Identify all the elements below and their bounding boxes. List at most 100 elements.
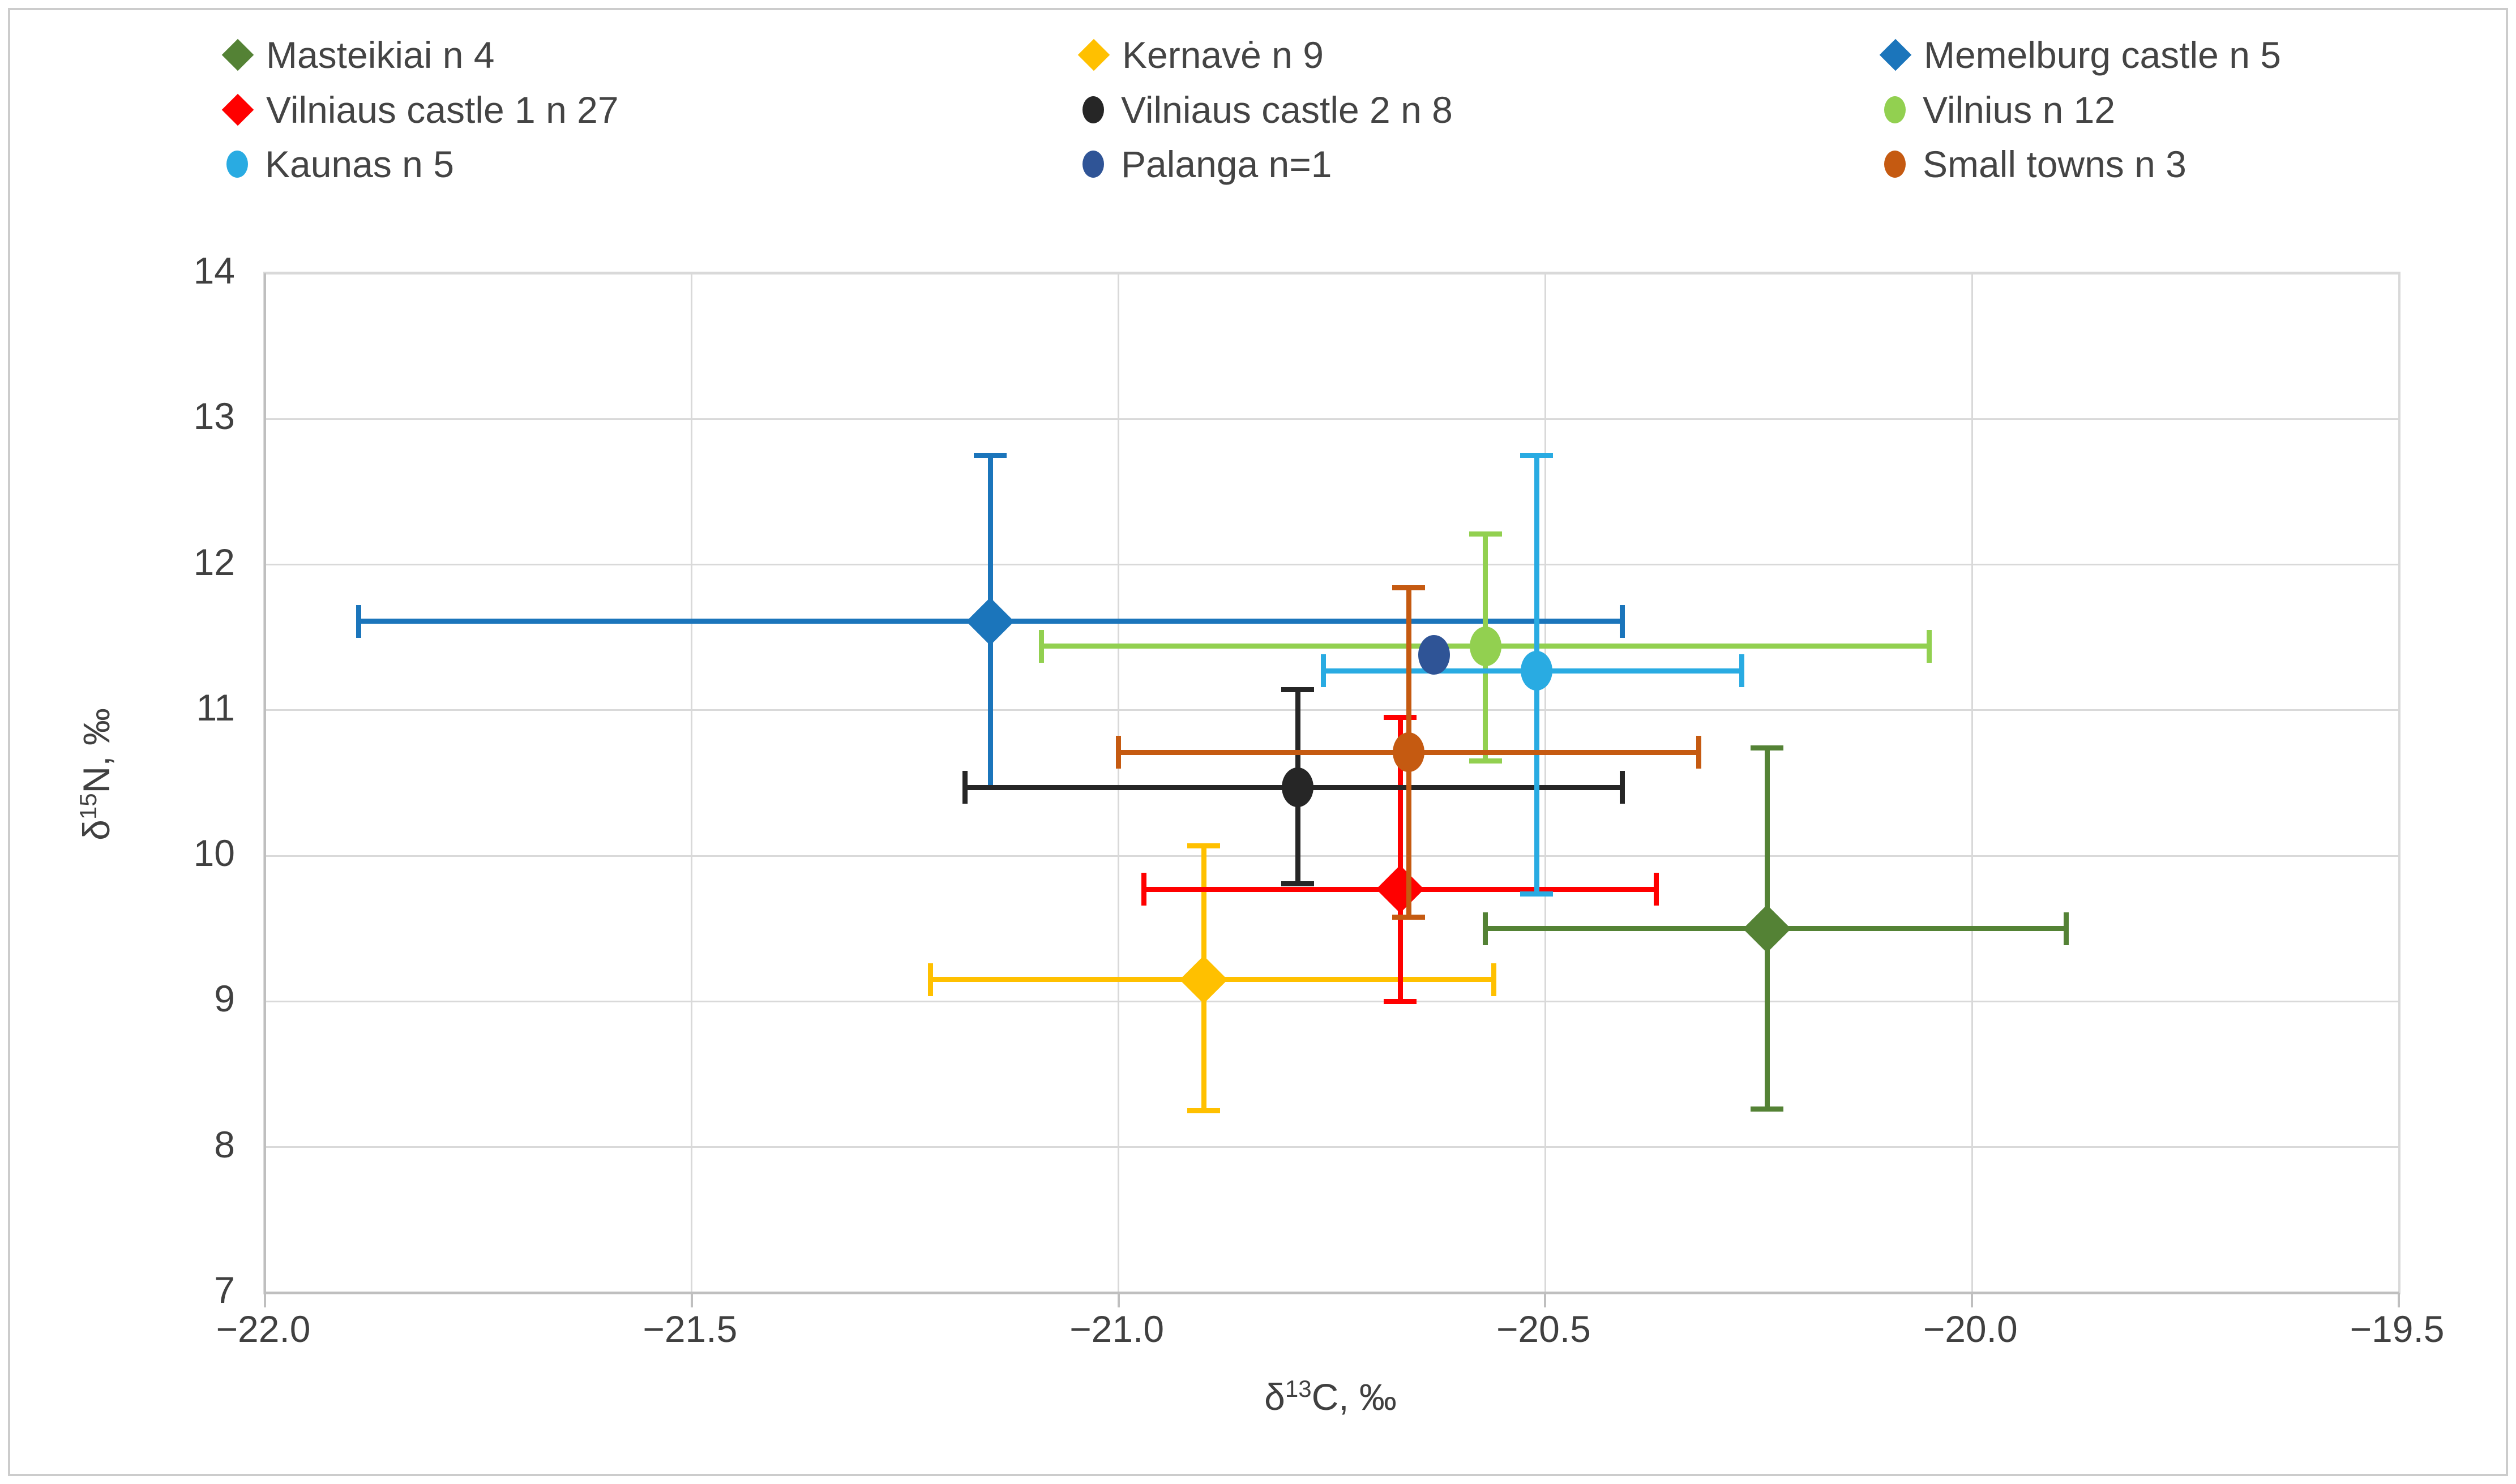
x-error-cap [1483, 912, 1488, 945]
x-axis-title-sup: 13 [1285, 1375, 1312, 1402]
legend-item-kernav-n-9: Kernavė n 9 [1077, 32, 1324, 78]
x-error-cap [2063, 912, 2069, 945]
data-point-circle [1521, 651, 1553, 691]
x-tick-label: −22.0 [216, 1308, 311, 1350]
legend-label: Kernavė n 9 [1122, 34, 1324, 76]
x-tick-label: −19.5 [2350, 1308, 2445, 1350]
x-error-cap [1619, 604, 1625, 638]
x-axis-line [265, 1292, 2399, 1294]
x-error-cap [1653, 873, 1659, 906]
x-error-cap [1039, 629, 1045, 663]
legend-item-vilnius-n-12: Vilnius n 12 [1884, 87, 2115, 132]
legend-label: Vilniaus castle 1 n 27 [266, 89, 619, 131]
y-axis-title: δ15N, ‰ [75, 604, 118, 944]
legend-label: Vilnius n 12 [1923, 89, 2116, 131]
legend-marker-diamond [221, 38, 254, 71]
series-kernav-n-9 [265, 273, 2399, 1293]
y-error-cap [1751, 1106, 1784, 1112]
x-error-cap [1927, 629, 1932, 663]
legend-label: Memelburg castle n 5 [1924, 34, 2281, 76]
data-point-circle [1393, 732, 1425, 773]
series-masteikiai-n-4 [265, 273, 2399, 1293]
x-tick-label: −21.0 [1069, 1308, 1165, 1350]
x-error-cap [1619, 771, 1625, 804]
x-axis-tick [1971, 1293, 1974, 1307]
y-axis-title-sup: 15 [75, 793, 101, 820]
gridline-horizontal [265, 564, 2399, 566]
y-error-cap [974, 453, 1007, 458]
gridline-horizontal [265, 1146, 2399, 1148]
legend-marker-circle [1082, 96, 1104, 123]
legend-marker-diamond [1879, 38, 1912, 71]
x-error-cap [1141, 873, 1147, 906]
x-axis-tick [1117, 1293, 1120, 1307]
y-axis-line [264, 273, 266, 1293]
y-tick-label: 7 [214, 1269, 235, 1311]
y-tick-label: 13 [193, 395, 235, 438]
gridline-vertical [2398, 273, 2400, 1293]
legend-marker-circle [1884, 96, 1906, 123]
x-axis-tick [2398, 1293, 2400, 1307]
x-tick-label: −20.0 [1923, 1308, 2018, 1350]
gridline-vertical [1118, 273, 1120, 1293]
legend-item-vilniaus-castle-1-n-27: Vilniaus castle 1 n 27 [221, 87, 619, 132]
legend-item-vilniaus-castle-2-n-8: Vilniaus castle 2 n 8 [1082, 87, 1453, 132]
y-tick-label: 10 [193, 832, 235, 874]
y-tick-label: 11 [196, 686, 235, 728]
figure-border [8, 8, 2508, 1476]
y-error-cap [1469, 531, 1502, 537]
legend-label: Small towns n 3 [1923, 143, 2186, 185]
y-error-bar [1397, 717, 1403, 1002]
legend-item-masteikiai-n-4: Masteikiai n 4 [221, 32, 495, 78]
x-axis-tick [264, 1293, 266, 1307]
series-vilniaus-castle-1-n-27 [265, 273, 2399, 1293]
x-error-cap [1320, 654, 1326, 688]
legend-label: Vilniaus castle 2 n 8 [1121, 89, 1453, 131]
y-tick-label: 14 [193, 250, 235, 291]
y-error-cap [1392, 585, 1426, 591]
series-layer [265, 273, 2399, 1293]
x-axis-tick [1544, 1293, 1547, 1307]
legend-marker-circle [226, 151, 248, 178]
y-error-cap [1281, 881, 1315, 886]
x-tick-label: −21.5 [643, 1308, 738, 1350]
x-error-cap [928, 963, 934, 996]
series-small-towns-n-3 [265, 273, 2399, 1293]
series-vilnius-n-12 [265, 273, 2399, 1293]
y-tick-label: 9 [214, 977, 235, 1020]
x-error-cap [356, 604, 362, 638]
legend-label: Palanga n=1 [1121, 143, 1332, 185]
legend-marker-circle [1082, 151, 1104, 178]
legend-item-kaunas-n-5: Kaunas n 5 [226, 141, 454, 187]
gridline-vertical [691, 273, 693, 1293]
gridline-horizontal [265, 855, 2399, 857]
y-error-cap [1281, 687, 1315, 693]
data-point-circle [1469, 626, 1501, 666]
x-error-cap [1491, 963, 1497, 996]
series-kaunas-n-5 [265, 273, 2399, 1293]
data-point-circle [1282, 767, 1314, 808]
data-point-circle [1418, 635, 1450, 675]
gridline-horizontal [265, 709, 2399, 711]
x-error-cap [1696, 736, 1702, 769]
chart-legend: Masteikiai n 4 Kernavė n 9 Memelburg castl… [0, 0, 2516, 226]
y-error-cap [1520, 453, 1554, 458]
y-error-cap [1187, 1108, 1221, 1113]
y-error-cap [1187, 843, 1221, 848]
y-error-cap [1751, 745, 1784, 751]
y-axis-title-suffix: N, ‰ [75, 708, 117, 794]
x-axis-title-text: δ [1264, 1376, 1285, 1418]
legend-marker-diamond [221, 93, 254, 126]
gridline-horizontal [265, 1000, 2399, 1002]
series-palanga-n-1 [265, 273, 2399, 1293]
x-error-cap [1739, 654, 1744, 688]
gridline-vertical [1544, 273, 1546, 1293]
y-error-cap [1469, 758, 1502, 764]
gridline-vertical [1971, 273, 1973, 1293]
y-axis-title-text: δ [75, 820, 117, 840]
y-error-cap [1520, 891, 1554, 897]
legend-marker-circle [1884, 151, 1906, 178]
x-axis-title: δ13C, ‰ [1161, 1375, 1500, 1418]
legend-label: Kaunas n 5 [265, 143, 454, 185]
